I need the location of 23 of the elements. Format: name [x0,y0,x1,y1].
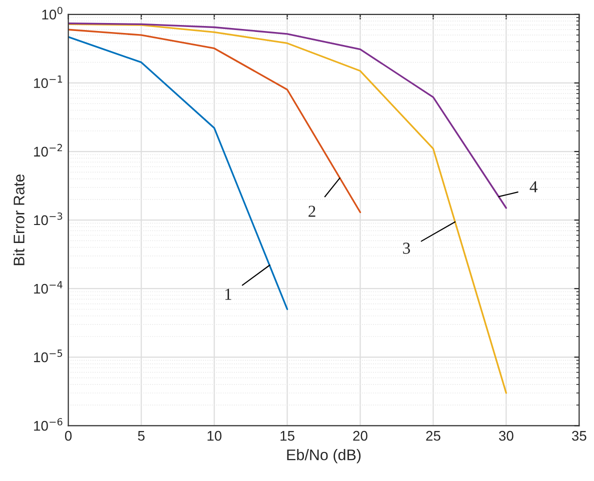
y-axis-title: Bit Error Rate [13,174,24,266]
y-tick-label: 10$^{−2}$ [34,144,62,157]
annotation: 3 [403,242,410,254]
x-tick-label: 10 [208,430,222,441]
x-tick-label: 15 [280,431,294,441]
y-tick-label: 10$^{0}$ [42,6,62,20]
y-tick-label: 10$^{−1}$ [34,76,62,88]
x-axis-title: Eb/No (dB) [287,449,361,464]
line-series [68,36,288,310]
x-tick-label: 30 [498,430,514,441]
x-tick-label: 25 [426,430,440,441]
y-tick-label: 10$^{−5}$ [34,350,62,362]
x-tick-label: 20 [353,430,368,441]
line-series [68,23,508,394]
x-tick-label: 35 [572,430,586,441]
y-tick-label: 10$^{−4}$ [34,281,62,294]
annotation: 1 [225,288,232,300]
annotation: 4 [530,181,538,192]
x-tick-label: 5 [138,431,145,441]
y-tick-label: 10$^{−3}$ [34,212,62,226]
annotation: 2 [308,206,316,217]
y-tick-label: 10$^{−6}$ [34,418,62,431]
x-tick-label: 0 [64,430,72,441]
